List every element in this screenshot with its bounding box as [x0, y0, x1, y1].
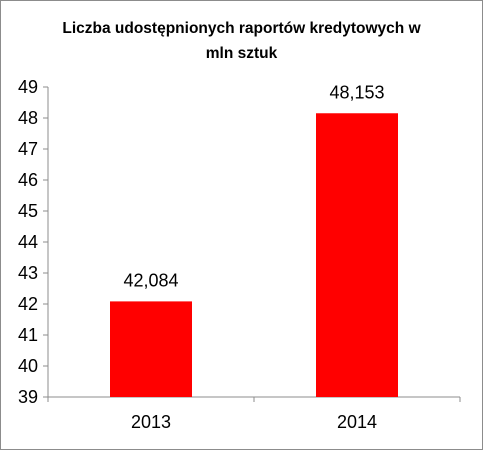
chart-title: Liczba udostępnionych raportów kredytowy…: [0, 16, 483, 66]
y-tick-label: 46: [18, 170, 38, 190]
bar-2014: [316, 113, 398, 397]
y-tick-label: 41: [18, 325, 38, 345]
y-tick-label: 44: [18, 232, 38, 252]
y-tick-label: 47: [18, 139, 38, 159]
y-tick-label: 42: [18, 294, 38, 314]
bar-2013: [110, 301, 192, 397]
data-label-2014: 48,153: [329, 82, 384, 102]
x-tick-label-2013: 2013: [131, 412, 171, 432]
data-label-2013: 42,084: [123, 270, 178, 290]
y-tick-label: 40: [18, 356, 38, 376]
y-tick-label: 39: [18, 387, 38, 407]
chart-title-line-1: Liczba udostępnionych raportów kredytowy…: [62, 20, 421, 37]
y-tick-label: 49: [18, 77, 38, 97]
chart-title-line-2: mln sztuk: [205, 45, 278, 62]
y-tick-label: 43: [18, 263, 38, 283]
y-tick-label: 45: [18, 201, 38, 221]
x-tick-label-2014: 2014: [337, 412, 377, 432]
y-tick-label: 48: [18, 108, 38, 128]
